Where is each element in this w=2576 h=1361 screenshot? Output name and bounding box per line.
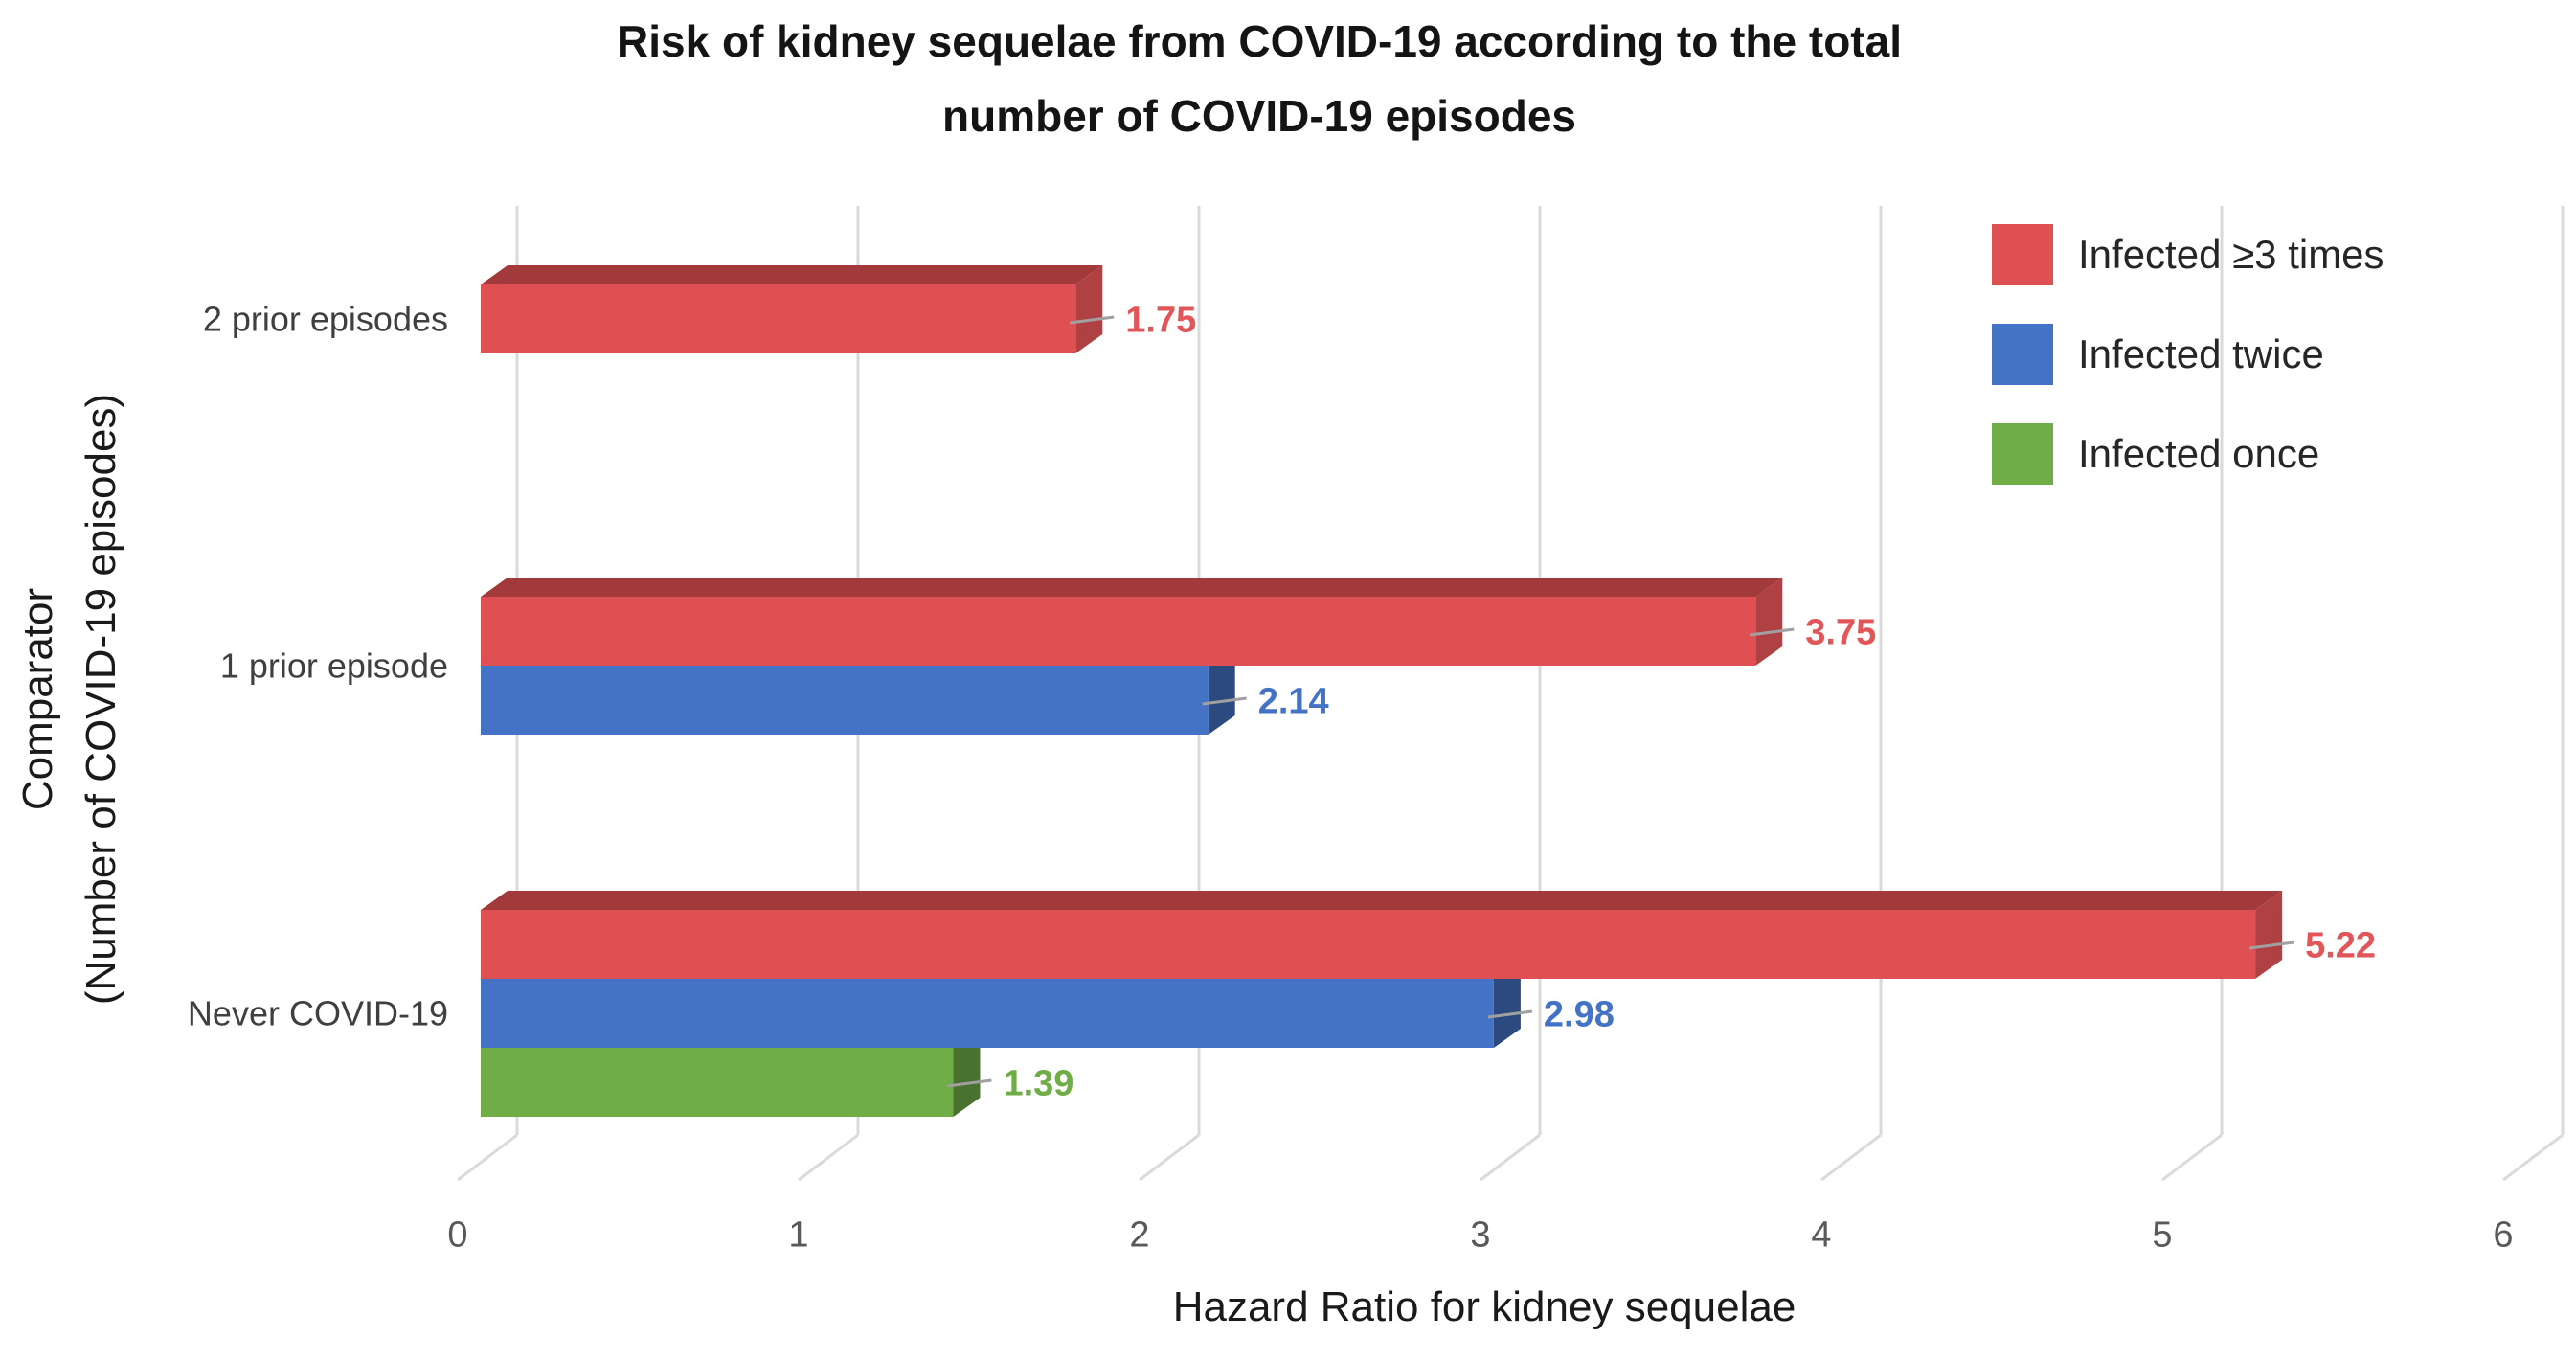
y-category-label: Never COVID-19 (188, 994, 448, 1033)
gridline-foot (798, 1133, 859, 1182)
bar-side-face (1075, 265, 1103, 353)
x-tick-label: 2 (1129, 1214, 1149, 1255)
data-label-leader-line (2248, 941, 2294, 950)
bar-side-face (953, 1029, 981, 1117)
y-category-label: 2 prior episodes (203, 300, 448, 339)
legend: Infected ≥3 times Infected twice Infected … (1992, 224, 2384, 523)
data-label: 2.98 (1544, 994, 1615, 1034)
data-label-leader-line (947, 1078, 992, 1088)
data-label: 2.14 (1258, 681, 1329, 721)
bar-side-face (1208, 646, 1235, 735)
data-label-leader-line (1070, 315, 1115, 325)
x-tick-label: 4 (1811, 1214, 1831, 1255)
bar (481, 979, 1494, 1048)
legend-item: Infected ≥3 times (1992, 224, 2384, 285)
bar (481, 1048, 954, 1117)
data-label-leader-line (1487, 1009, 1533, 1019)
gridline-foot (1480, 1133, 1541, 1182)
bar-top-face (481, 578, 1783, 597)
x-tick-label: 0 (447, 1214, 467, 1255)
legend-label: Infected ≥3 times (2078, 232, 2384, 277)
x-tick-label: 3 (1470, 1214, 1490, 1255)
x-axis-title: Hazard Ratio for kidney sequelae (1172, 1283, 1796, 1330)
data-label-leader-line (1202, 696, 1247, 706)
bar (481, 910, 2256, 979)
legend-swatch-icon (1992, 423, 2053, 485)
data-label: 1.75 (1125, 300, 1196, 340)
y-category-label: 1 prior episode (220, 646, 448, 686)
bar (481, 597, 1756, 666)
bar-side-face (1755, 578, 1783, 666)
bar (481, 666, 1209, 735)
legend-swatch-icon (1992, 224, 2053, 285)
gridline-foot (2502, 1133, 2564, 1182)
bar-side-face (1493, 960, 1521, 1048)
chart-title: Risk of kidney sequelae from COVID-19 ac… (617, 4, 1902, 153)
chart-title-line1: Risk of kidney sequelae from COVID-19 ac… (617, 16, 1902, 66)
legend-item: Infected once (1992, 423, 2384, 485)
x-tick-label: 5 (2152, 1214, 2172, 1255)
x-tick-label: 1 (788, 1214, 808, 1255)
x-tick-label: 6 (2493, 1214, 2513, 1255)
legend-label: Infected once (2078, 431, 2320, 476)
gridline-foot (1820, 1133, 1882, 1182)
gridline-foot (457, 1133, 518, 1182)
gridline-foot (2161, 1133, 2223, 1182)
data-label-leader-line (1750, 627, 1795, 637)
legend-swatch-icon (1992, 324, 2053, 385)
legend-item: Infected twice (1992, 324, 2384, 385)
y-axis-title-line1: Comparator (14, 587, 61, 811)
bar-side-face (2255, 891, 2283, 979)
gridline-foot (1139, 1133, 1200, 1182)
bar (481, 284, 1076, 353)
y-axis-title-line2: (Number of COVID-19 episodes) (78, 393, 124, 1006)
bar-top-face (481, 891, 2283, 910)
data-label: 3.75 (1805, 612, 1876, 652)
bar-top-face (481, 265, 1103, 284)
data-label: 1.39 (1003, 1063, 1073, 1103)
chart-title-line2: number of COVID-19 episodes (941, 91, 1577, 141)
legend-label: Infected twice (2078, 331, 2324, 376)
data-label: 5.22 (2305, 925, 2376, 965)
